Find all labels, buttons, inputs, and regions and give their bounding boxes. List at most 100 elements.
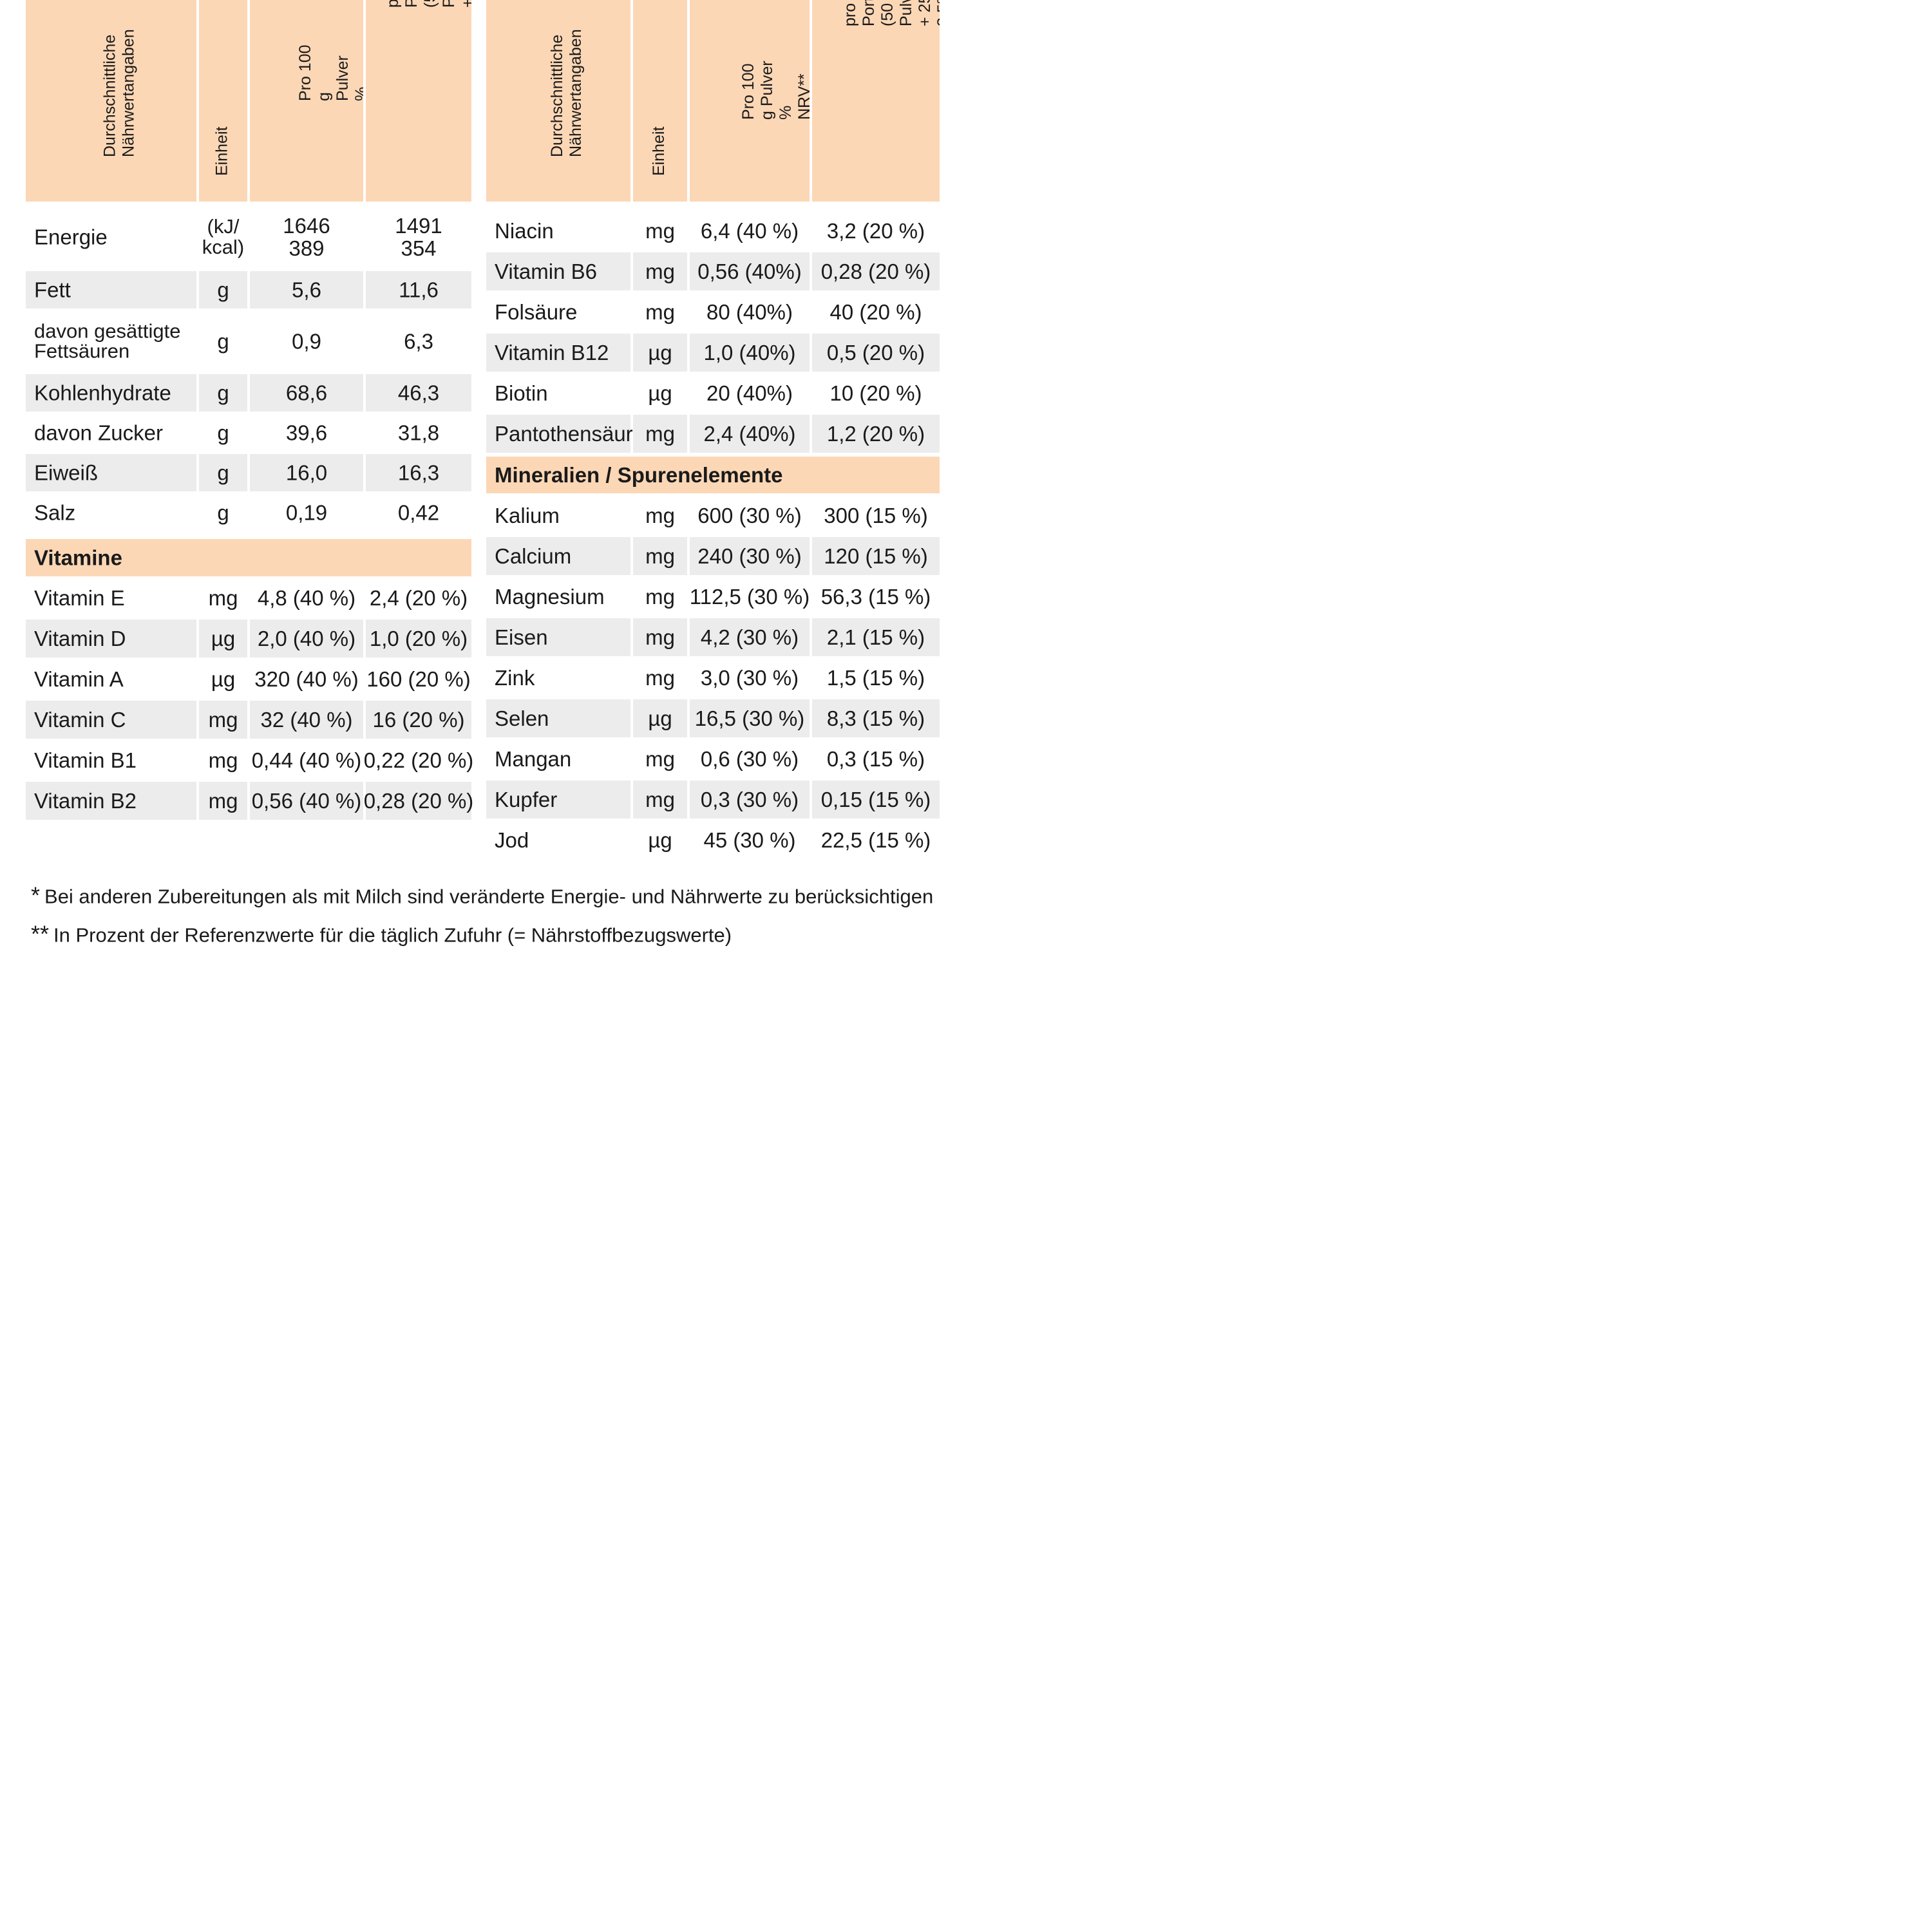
portion-value: 0,28 (20 %) (812, 252, 940, 290)
vitamin-name: Vitamin C (26, 701, 196, 739)
portion-value: 2,1 (15 %) (812, 618, 940, 656)
portion-value: 0,3 (15 %) (812, 740, 940, 778)
unit-cell: g (199, 454, 247, 491)
nutrient-name: Energie (26, 205, 196, 269)
unit-cell: mg (199, 782, 247, 820)
unit-cell: mg (633, 781, 687, 819)
per100-value: 6,4 (40 %) (690, 212, 810, 250)
per100-value: 45 (30 %) (690, 821, 810, 859)
right-header-unit-text: Einheit (649, 126, 668, 176)
portion-value: 40 (20 %) (812, 293, 940, 331)
unit-cell: µg (633, 334, 687, 372)
per100-value: 39,6 (250, 414, 363, 451)
vitamin-name: Biotin (486, 374, 630, 412)
section-vitamine: Vitamine (26, 539, 471, 576)
unit-cell: µg (199, 660, 247, 698)
footnote-2-mark: ** (31, 921, 50, 947)
per100-value: 0,56 (40%) (690, 252, 810, 290)
left-header-per100-text: Pro 100 g Pulver % NRV** (296, 44, 364, 101)
unit-cell: mg (633, 740, 687, 778)
unit-cell: g (199, 271, 247, 308)
nutrient-name: Salz (26, 494, 196, 531)
unit-cell: mg (633, 618, 687, 656)
footnote-1-text: Bei anderen Zubereitungen als mit Milch … (44, 886, 934, 908)
vitamin-name: Vitamin D (26, 620, 196, 658)
mineral-name: Jod (486, 821, 630, 859)
vitamin-name: Niacin (486, 212, 630, 250)
per100-value: 16,5 (30 %) (690, 699, 810, 737)
vitamin-name: Vitamin B2 (26, 782, 196, 820)
unit-cell: g (199, 494, 247, 531)
portion-value: 46,3 (366, 374, 471, 412)
per100-value: 0,44 (40 %) (250, 741, 363, 779)
portion-value: 1,5 (15 %) (812, 659, 940, 697)
portion-value: 1,0 (20 %) (366, 620, 471, 658)
portion-value: 56,3 (15 %) (812, 578, 940, 616)
per100-value: 2,0 (40 %) (250, 620, 363, 658)
portion-value: 6,3 (366, 311, 471, 372)
left-header-nutrient: Durchschnittliche Nährwertangaben (26, 0, 196, 202)
portion-value: 0,28 (20 %) (364, 782, 473, 820)
portion-value: 0,5 (20 %) (812, 334, 940, 372)
vitamin-name: Vitamin B6 (486, 252, 630, 290)
vitamin-name: Vitamin E (26, 579, 196, 617)
nutrient-name: davon Zucker (26, 414, 196, 451)
portion-value: 8,3 (15 %) (812, 699, 940, 737)
per100-value: 0,6 (30 %) (690, 740, 810, 778)
unit-cell: mg (199, 741, 247, 779)
portion-value: 11,6 (366, 271, 471, 308)
portion-value: 16,3 (366, 454, 471, 491)
per100-value: 68,6 (250, 374, 363, 412)
vitamin-name: Folsäure (486, 293, 630, 331)
mineral-name: Kupfer (486, 781, 630, 819)
left-header-per100: Pro 100 g Pulver % NRV** (250, 0, 363, 202)
nutrient-name: davon gesättigte Fettsäuren (26, 311, 196, 372)
per100-value: 80 (40%) (690, 293, 810, 331)
unit-cell: mg (199, 579, 247, 617)
vitamin-name: Vitamin B1 (26, 741, 196, 779)
portion-value: 160 (20 %) (366, 660, 471, 698)
per100-value: 16,0 (250, 454, 363, 491)
per100-value: 0,19 (250, 494, 363, 531)
footnote-2-text: In Prozent der Referenzwerte für die täg… (53, 924, 732, 947)
unit-cell: g (199, 374, 247, 412)
right-header-per100: Pro 100 g Pulver % NRV** (690, 0, 810, 202)
unit-cell: mg (633, 578, 687, 616)
left-header-unit: Einheit (199, 0, 247, 202)
portion-value: 3,2 (20 %) (812, 212, 940, 250)
portion-value: 0,15 (15 %) (812, 781, 940, 819)
portion-value: 1491 354 (366, 205, 471, 269)
unit-cell: mg (633, 659, 687, 697)
unit-cell: mg (633, 497, 687, 535)
per100-value: 0,3 (30 %) (690, 781, 810, 819)
vitamin-name: Vitamin A (26, 660, 196, 698)
section-minerals: Mineralien / Spurenelemente (486, 457, 940, 493)
per100-value: 320 (40 %) (250, 660, 363, 698)
portion-value: 10 (20 %) (812, 374, 940, 412)
right-header-per100-text: Pro 100 g Pulver % NRV** (739, 61, 810, 120)
mineral-name: Calcium (486, 537, 630, 575)
per100-value: 0,9 (250, 311, 363, 372)
right-header-nutrient: Durchschnittliche Nährwertangaben (486, 0, 630, 202)
unit-cell: µg (633, 699, 687, 737)
footnote-1: * Bei anderen Zubereitungen als mit Milch… (31, 882, 933, 909)
unit-cell: (kJ/ kcal) (199, 205, 247, 269)
left-header-portion-text: pro Portion* (50 g Pulver + 250 ml 3,5% … (383, 0, 472, 8)
unit-cell: mg (199, 701, 247, 739)
vitamin-name: Pantothensäure (486, 415, 645, 453)
right-header-unit: Einheit (633, 0, 687, 202)
unit-cell: mg (633, 252, 687, 290)
vitamin-name: Vitamin B12 (486, 334, 630, 372)
mineral-name: Magnesium (486, 578, 630, 616)
per100-value: 600 (30 %) (690, 497, 810, 535)
unit-cell: mg (633, 293, 687, 331)
unit-cell: µg (633, 374, 687, 412)
portion-value: 31,8 (366, 414, 471, 451)
unit-cell: g (199, 414, 247, 451)
mineral-name: Mangan (486, 740, 630, 778)
per100-value: 4,2 (30 %) (690, 618, 810, 656)
nutrient-name: Kohlenhydrate (26, 374, 196, 412)
left-header-unit-text: Einheit (213, 126, 231, 176)
right-header-portion: pro Portion* (50 g Pulver + 250 ml 3,5% … (812, 0, 940, 202)
footnote-2: ** In Prozent der Referenzwerte für die t… (31, 921, 732, 947)
